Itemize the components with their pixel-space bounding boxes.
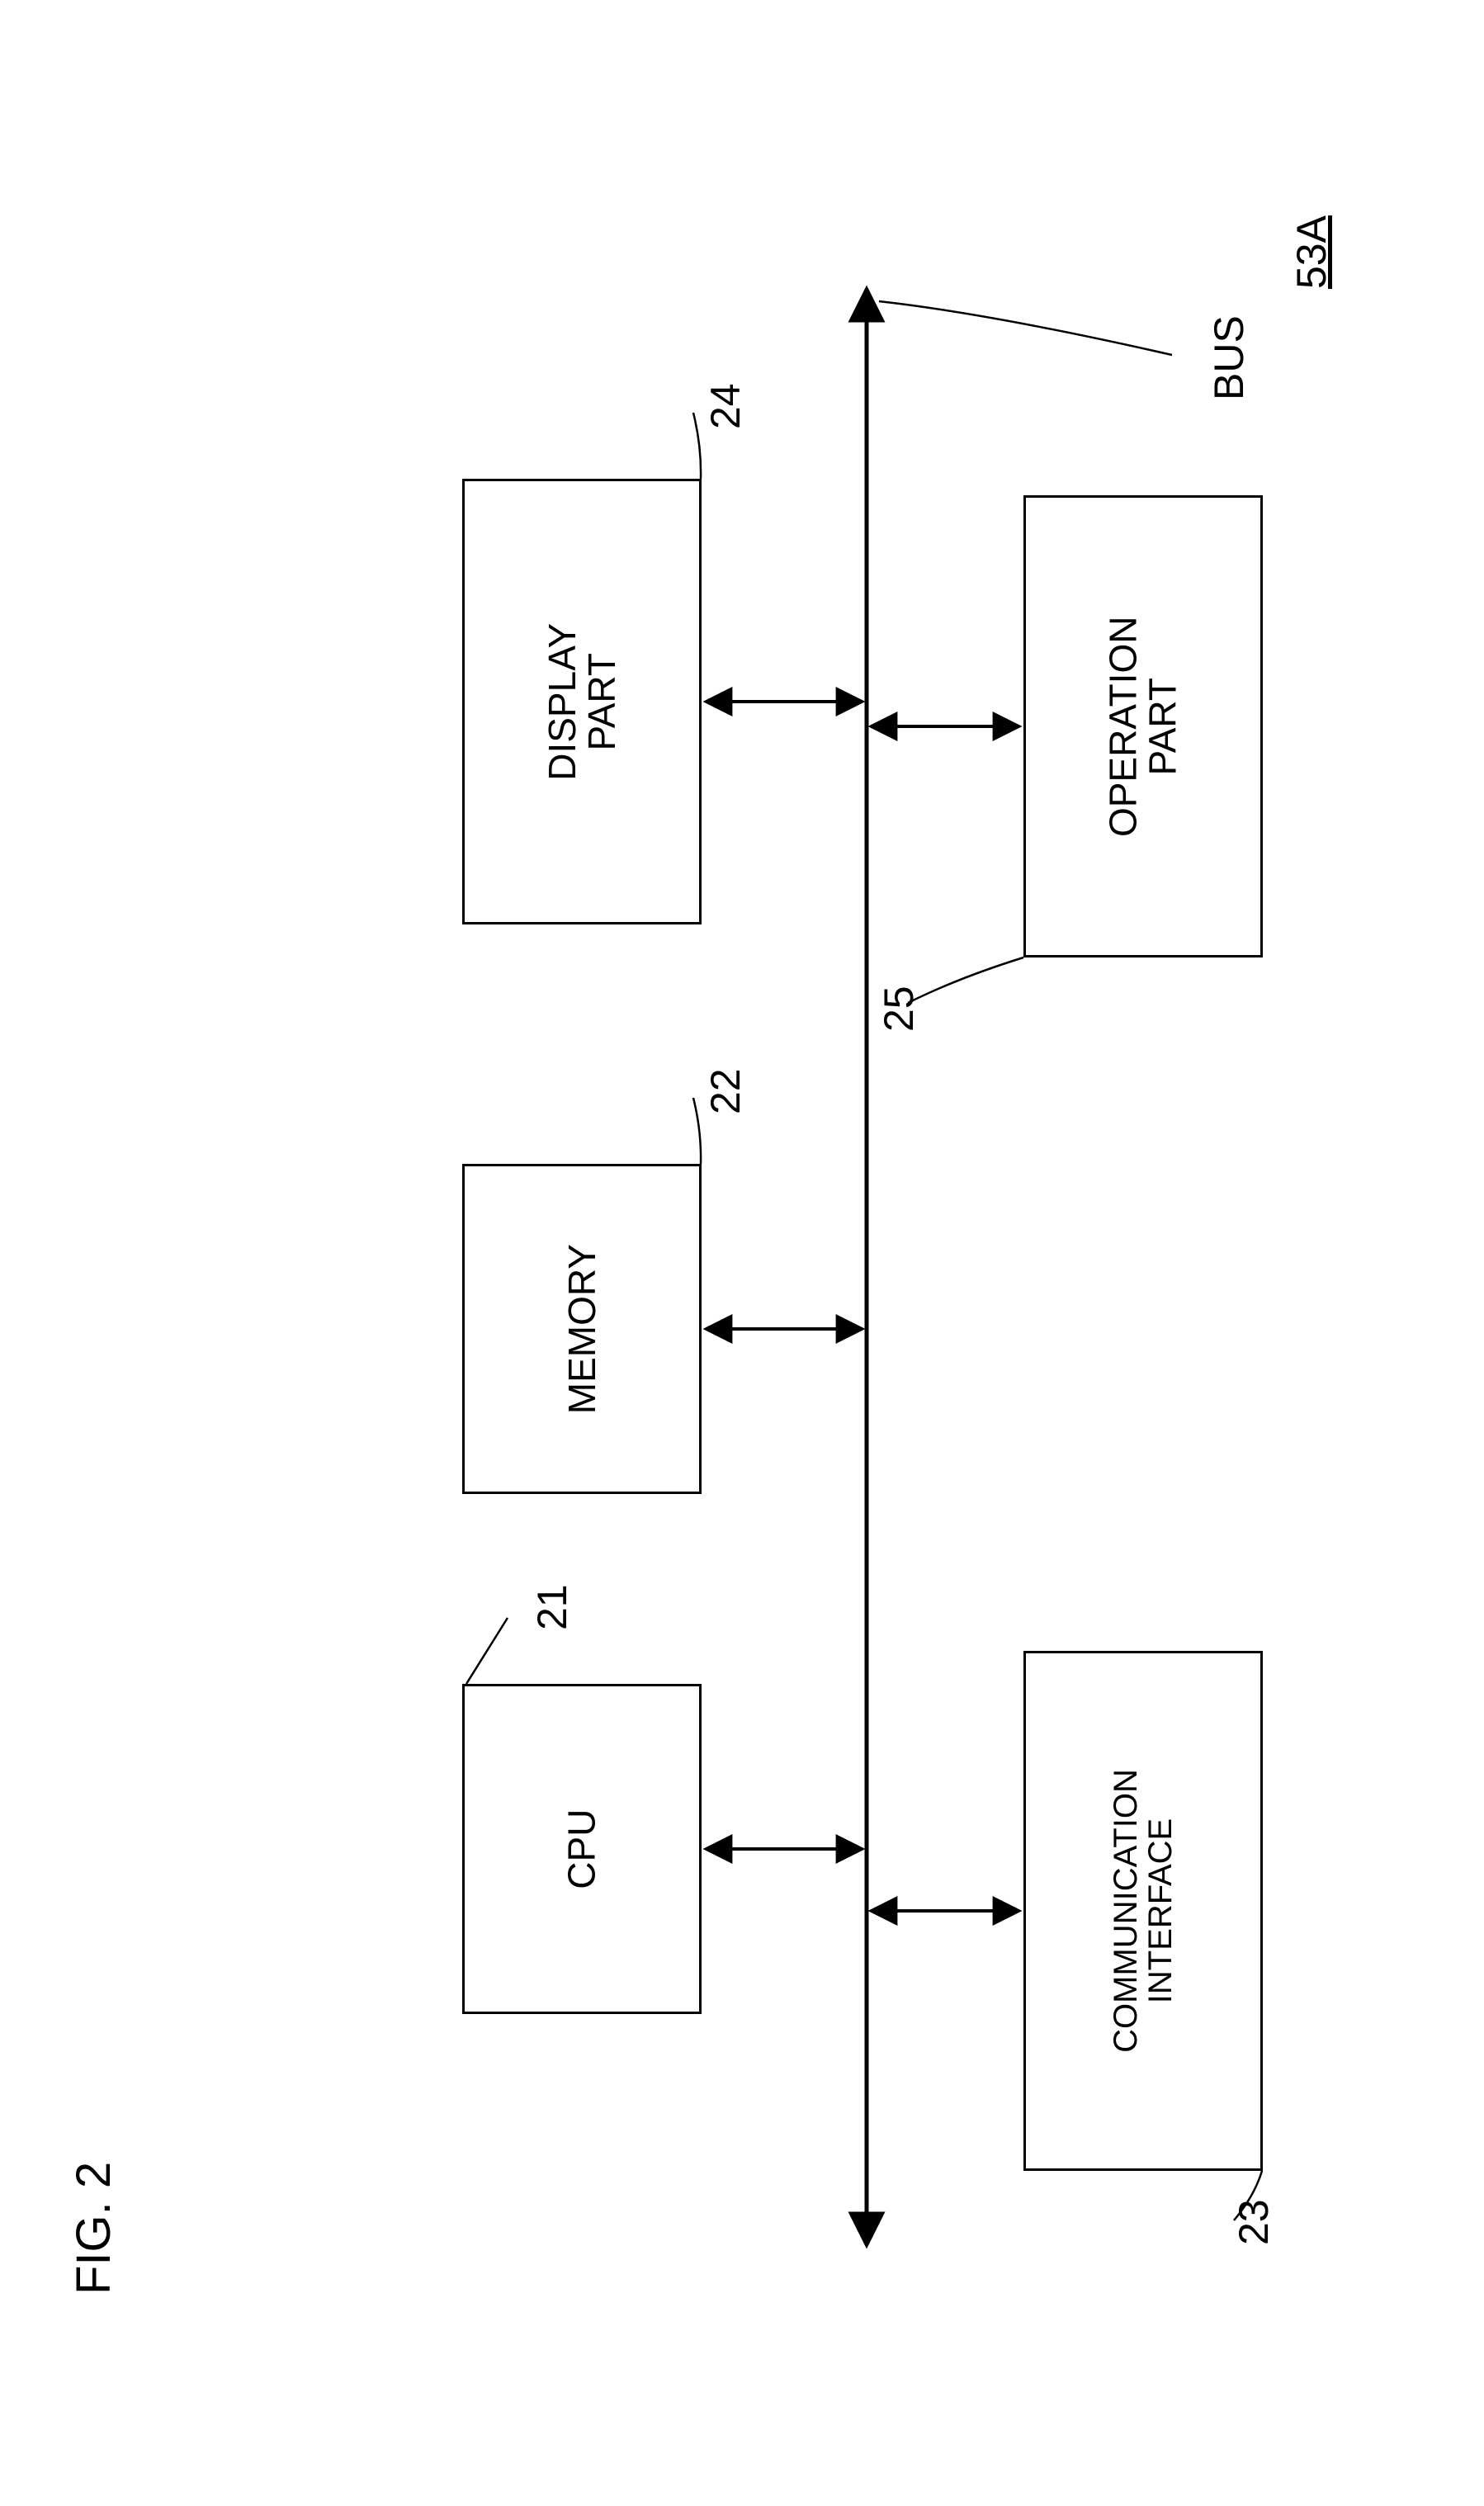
operation-label: OPERATION PART — [1104, 616, 1184, 837]
memory-block: MEMORY — [462, 1164, 702, 1494]
display-label: DISPLAY PART — [542, 623, 622, 781]
cpu-block: CPU — [462, 1684, 702, 2014]
leader-bus — [879, 301, 1172, 355]
comm-interface-ref: 23 — [1230, 2199, 1278, 2245]
diagram-canvas: FIG. 2 53A BUS CPU 21 MEMORY 22 DISPLAY … — [0, 0, 1484, 2506]
comm-interface-label: COMMUNICATION INTERFACE — [1108, 1769, 1178, 2053]
leader-25 — [908, 957, 1023, 1003]
operation-ref: 25 — [875, 986, 923, 1032]
device-ref: 53A — [1288, 215, 1335, 289]
leader-24 — [693, 413, 701, 479]
leader-21 — [466, 1618, 508, 1684]
display-block: DISPLAY PART — [462, 479, 702, 924]
cpu-ref: 21 — [528, 1584, 576, 1630]
display-ref: 24 — [702, 383, 749, 429]
bus-label: BUS — [1205, 315, 1253, 400]
memory-ref: 22 — [702, 1068, 749, 1114]
cpu-label: CPU — [562, 1809, 602, 1889]
memory-label: MEMORY — [562, 1244, 602, 1414]
operation-block: OPERATION PART — [1023, 495, 1263, 957]
comm-interface-block: COMMUNICATION INTERFACE — [1023, 1651, 1263, 2171]
figure-title: FIG. 2 — [66, 2162, 121, 2295]
leader-22 — [693, 1098, 701, 1164]
